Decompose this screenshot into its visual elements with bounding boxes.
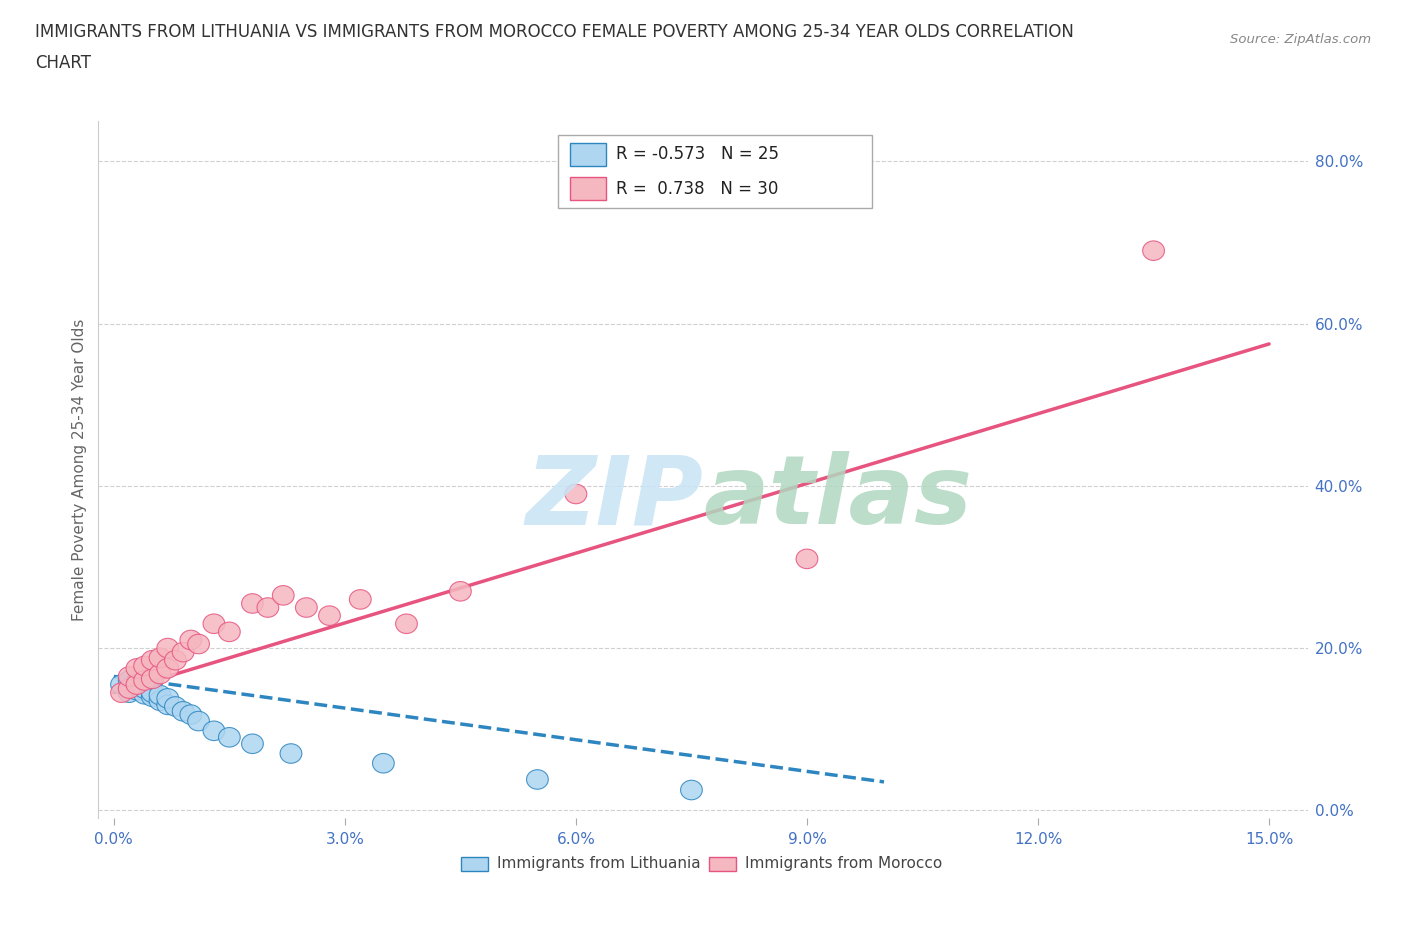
Ellipse shape bbox=[796, 549, 818, 568]
Ellipse shape bbox=[319, 605, 340, 625]
Text: CHART: CHART bbox=[35, 54, 91, 72]
Ellipse shape bbox=[242, 734, 263, 753]
Ellipse shape bbox=[280, 744, 302, 764]
Ellipse shape bbox=[395, 614, 418, 633]
Ellipse shape bbox=[111, 683, 132, 702]
Ellipse shape bbox=[173, 701, 194, 721]
Ellipse shape bbox=[526, 770, 548, 790]
Ellipse shape bbox=[180, 705, 201, 724]
Ellipse shape bbox=[127, 675, 148, 695]
Ellipse shape bbox=[165, 650, 187, 670]
Ellipse shape bbox=[118, 683, 141, 702]
Ellipse shape bbox=[134, 657, 156, 676]
Ellipse shape bbox=[157, 688, 179, 708]
Ellipse shape bbox=[157, 658, 179, 678]
Y-axis label: Female Poverty Among 25-34 Year Olds: Female Poverty Among 25-34 Year Olds bbox=[72, 318, 87, 621]
Ellipse shape bbox=[565, 485, 586, 504]
Text: R = -0.573   N = 25: R = -0.573 N = 25 bbox=[616, 145, 779, 164]
Text: IMMIGRANTS FROM LITHUANIA VS IMMIGRANTS FROM MOROCCO FEMALE POVERTY AMONG 25-34 : IMMIGRANTS FROM LITHUANIA VS IMMIGRANTS … bbox=[35, 23, 1074, 41]
Ellipse shape bbox=[180, 631, 201, 650]
Text: Immigrants from Morocco: Immigrants from Morocco bbox=[745, 857, 942, 871]
Bar bbox=[569, 177, 606, 200]
Ellipse shape bbox=[142, 670, 163, 688]
Ellipse shape bbox=[118, 667, 141, 686]
Ellipse shape bbox=[173, 643, 194, 662]
Ellipse shape bbox=[127, 677, 148, 697]
Ellipse shape bbox=[373, 753, 394, 773]
Ellipse shape bbox=[118, 671, 141, 690]
Text: atlas: atlas bbox=[703, 451, 972, 544]
Ellipse shape bbox=[202, 721, 225, 740]
Bar bbox=[569, 143, 606, 166]
Ellipse shape bbox=[187, 711, 209, 731]
Ellipse shape bbox=[218, 727, 240, 747]
Ellipse shape bbox=[187, 634, 209, 654]
Ellipse shape bbox=[681, 780, 703, 800]
Text: Immigrants from Lithuania: Immigrants from Lithuania bbox=[498, 857, 702, 871]
Ellipse shape bbox=[149, 685, 172, 705]
Ellipse shape bbox=[118, 679, 141, 698]
Ellipse shape bbox=[157, 695, 179, 714]
Ellipse shape bbox=[257, 598, 278, 618]
Ellipse shape bbox=[218, 622, 240, 642]
Ellipse shape bbox=[142, 683, 163, 702]
Ellipse shape bbox=[165, 697, 187, 716]
Bar bbox=[461, 857, 488, 870]
Bar bbox=[709, 857, 735, 870]
Text: ZIP: ZIP bbox=[524, 451, 703, 544]
Ellipse shape bbox=[134, 679, 156, 698]
Ellipse shape bbox=[149, 691, 172, 711]
Ellipse shape bbox=[450, 581, 471, 601]
Ellipse shape bbox=[242, 593, 263, 613]
Ellipse shape bbox=[127, 672, 148, 692]
Ellipse shape bbox=[202, 614, 225, 633]
Ellipse shape bbox=[111, 675, 132, 695]
Text: Source: ZipAtlas.com: Source: ZipAtlas.com bbox=[1230, 33, 1371, 46]
Ellipse shape bbox=[127, 681, 148, 700]
Ellipse shape bbox=[157, 638, 179, 658]
Ellipse shape bbox=[273, 586, 294, 605]
Ellipse shape bbox=[127, 658, 148, 678]
Ellipse shape bbox=[350, 590, 371, 609]
Ellipse shape bbox=[134, 684, 156, 704]
Ellipse shape bbox=[149, 648, 172, 668]
Text: R =  0.738   N = 30: R = 0.738 N = 30 bbox=[616, 179, 779, 197]
FancyBboxPatch shape bbox=[558, 135, 872, 208]
Ellipse shape bbox=[142, 687, 163, 707]
Ellipse shape bbox=[295, 598, 318, 618]
Ellipse shape bbox=[134, 671, 156, 690]
Ellipse shape bbox=[142, 650, 163, 670]
Ellipse shape bbox=[149, 664, 172, 684]
Ellipse shape bbox=[1143, 241, 1164, 260]
